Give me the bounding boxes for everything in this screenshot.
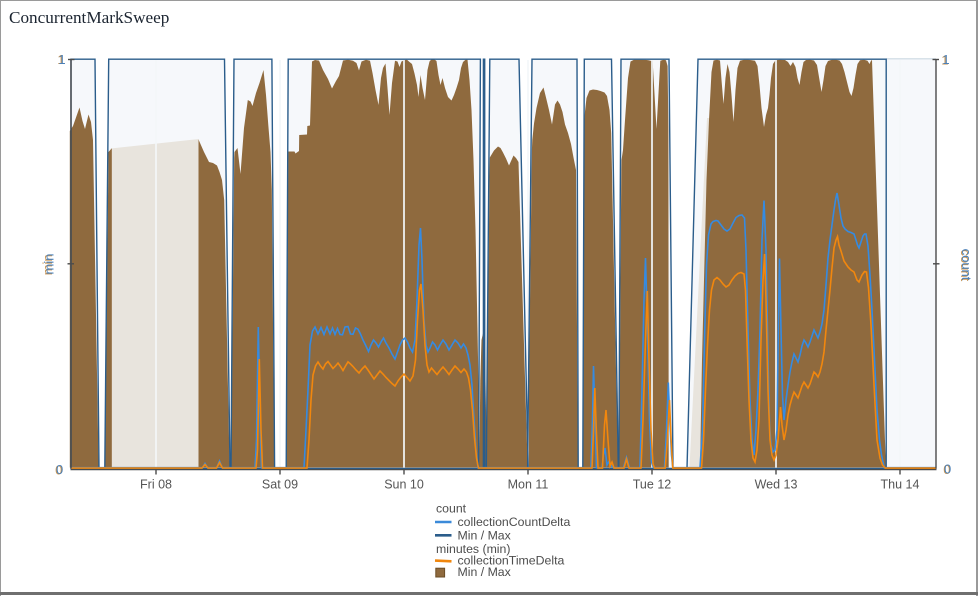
svg-text:minutes (min): minutes (min) <box>436 542 510 556</box>
svg-text:Thu 14: Thu 14 <box>881 478 920 492</box>
svg-text:1: 1 <box>57 52 64 67</box>
svg-text:count: count <box>436 502 467 516</box>
svg-text:0: 0 <box>944 462 951 477</box>
svg-text:Sat 09: Sat 09 <box>262 478 298 492</box>
svg-text:min: min <box>42 254 57 275</box>
svg-text:0: 0 <box>55 462 62 477</box>
svg-text:Min / Max: Min / Max <box>458 565 512 579</box>
svg-text:Sun 10: Sun 10 <box>384 478 424 492</box>
svg-text:collectionCountDelta: collectionCountDelta <box>458 515 571 529</box>
svg-text:0: 0 <box>56 462 63 477</box>
svg-text:collectionTimeDelta: collectionTimeDelta <box>458 554 565 568</box>
svg-text:Wed 13: Wed 13 <box>755 478 798 492</box>
svg-text:count: count <box>959 249 974 281</box>
svg-text:Fri 08: Fri 08 <box>140 478 172 492</box>
svg-text:1: 1 <box>941 52 948 67</box>
svg-text:1: 1 <box>58 52 65 67</box>
svg-text:Min / Max: Min / Max <box>458 528 512 542</box>
svg-text:count: count <box>958 249 973 281</box>
svg-text:Tue 12: Tue 12 <box>633 478 672 492</box>
svg-text:min: min <box>40 254 55 275</box>
svg-text:0: 0 <box>943 462 950 477</box>
svg-text:1: 1 <box>942 52 949 67</box>
svg-text:Mon 11: Mon 11 <box>508 478 549 492</box>
